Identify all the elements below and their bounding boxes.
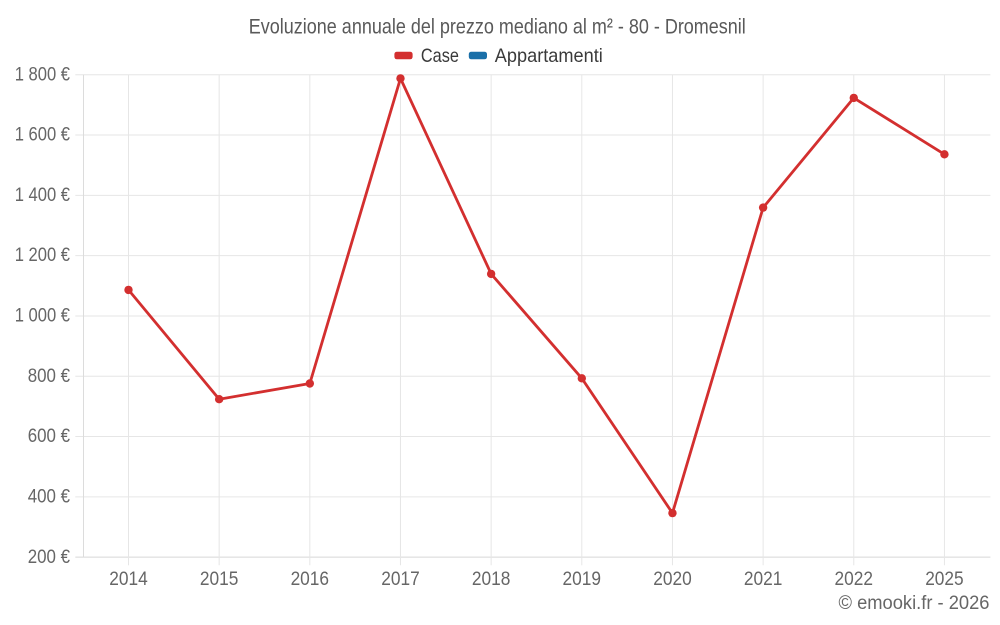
svg-text:2018: 2018 bbox=[472, 568, 511, 590]
svg-text:600 €: 600 € bbox=[28, 426, 71, 447]
svg-text:400 €: 400 € bbox=[28, 486, 71, 507]
svg-text:2020: 2020 bbox=[653, 568, 692, 590]
svg-text:200 €: 200 € bbox=[28, 547, 71, 568]
svg-text:Case: Case bbox=[421, 45, 459, 67]
svg-text:Appartamenti: Appartamenti bbox=[495, 45, 603, 67]
svg-text:800 €: 800 € bbox=[28, 366, 71, 387]
svg-text:1 800 €: 1 800 € bbox=[15, 64, 71, 85]
svg-text:2014: 2014 bbox=[109, 568, 148, 590]
svg-text:1 600 €: 1 600 € bbox=[15, 125, 71, 146]
svg-text:2021: 2021 bbox=[744, 568, 783, 590]
svg-text:2019: 2019 bbox=[563, 568, 602, 590]
svg-text:1 400 €: 1 400 € bbox=[15, 185, 71, 206]
svg-text:2017: 2017 bbox=[381, 568, 420, 590]
svg-text:2015: 2015 bbox=[200, 568, 239, 590]
svg-text:1 200 €: 1 200 € bbox=[15, 245, 71, 266]
svg-text:Evoluzione annuale del prezzo: Evoluzione annuale del prezzo mediano al… bbox=[249, 15, 746, 39]
svg-text:2016: 2016 bbox=[291, 568, 330, 590]
svg-text:2022: 2022 bbox=[835, 568, 874, 590]
svg-text:1 000 €: 1 000 € bbox=[15, 306, 71, 327]
svg-text:© emooki.fr - 2026: © emooki.fr - 2026 bbox=[839, 593, 990, 614]
svg-text:2025: 2025 bbox=[925, 568, 964, 590]
